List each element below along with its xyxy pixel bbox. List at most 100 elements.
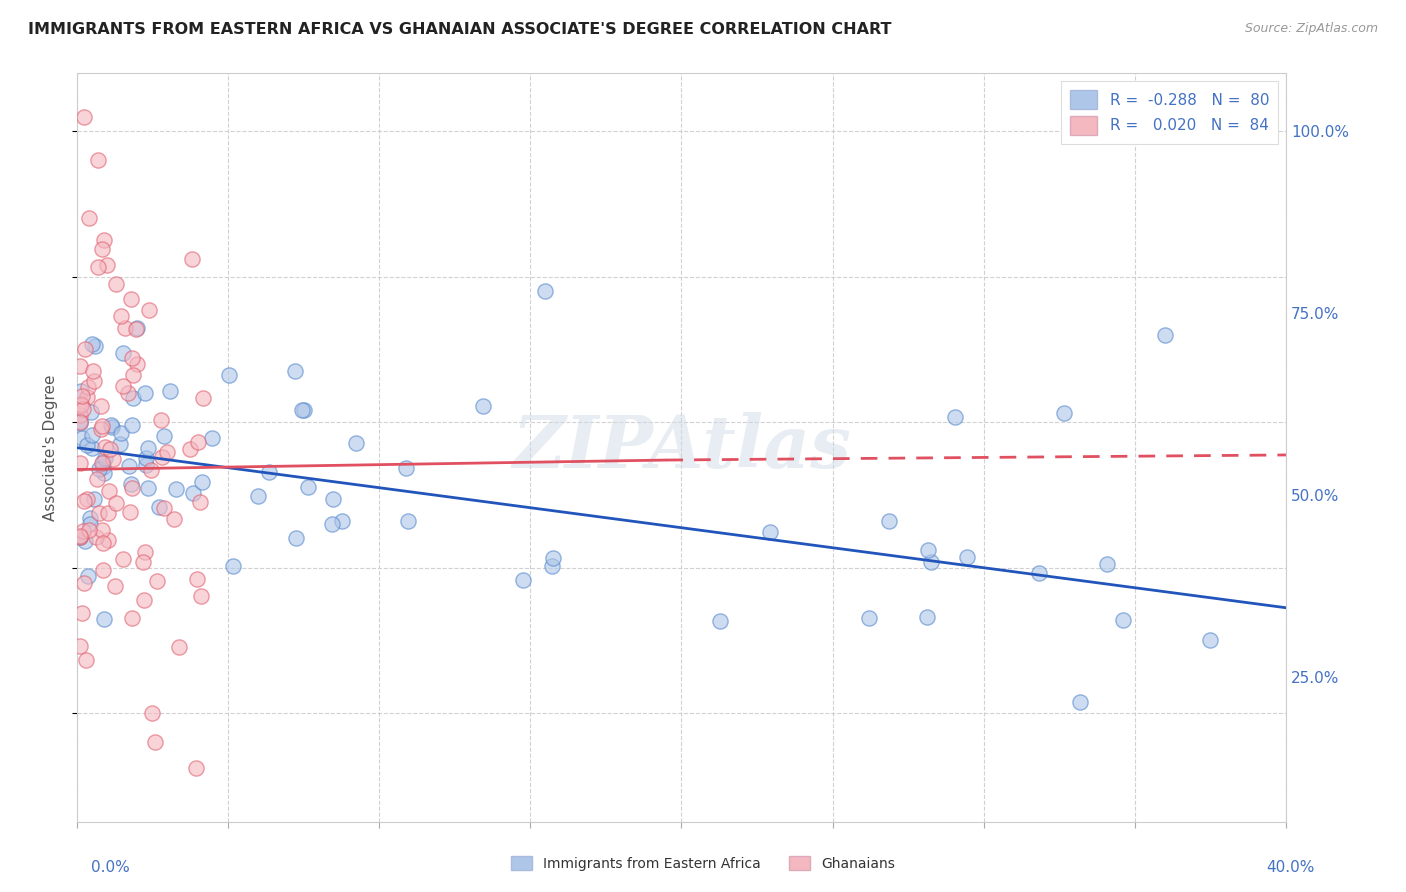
Point bbox=[86, 472, 108, 486]
Point bbox=[153, 429, 176, 443]
Point bbox=[69, 639, 91, 653]
Point bbox=[148, 500, 170, 515]
Text: ZIPAtlas: ZIPAtlas bbox=[512, 412, 851, 483]
Point bbox=[149, 413, 172, 427]
Point bbox=[1112, 613, 1135, 627]
Point bbox=[1069, 696, 1091, 710]
Point bbox=[111, 346, 134, 360]
Point bbox=[111, 378, 134, 392]
Point bbox=[117, 459, 139, 474]
Point bbox=[153, 501, 176, 516]
Point bbox=[120, 292, 142, 306]
Point bbox=[90, 242, 112, 256]
Point bbox=[1053, 406, 1076, 420]
Point bbox=[84, 530, 107, 544]
Point bbox=[321, 516, 343, 531]
Point bbox=[150, 450, 173, 464]
Point bbox=[155, 445, 177, 459]
Point bbox=[77, 568, 100, 582]
Point bbox=[134, 593, 156, 607]
Point bbox=[181, 486, 204, 500]
Point bbox=[330, 514, 353, 528]
Point bbox=[93, 233, 115, 247]
Point bbox=[90, 422, 112, 436]
Point bbox=[79, 517, 101, 532]
Point bbox=[105, 277, 128, 291]
Point bbox=[82, 336, 104, 351]
Point bbox=[70, 389, 93, 403]
Point bbox=[93, 612, 115, 626]
Point bbox=[89, 462, 111, 476]
Point bbox=[83, 375, 105, 389]
Point bbox=[135, 458, 157, 473]
Point bbox=[104, 579, 127, 593]
Point bbox=[218, 368, 240, 383]
Point bbox=[159, 384, 181, 398]
Point bbox=[91, 418, 114, 433]
Point bbox=[77, 211, 100, 226]
Point bbox=[110, 310, 132, 324]
Point bbox=[69, 409, 91, 423]
Point bbox=[471, 399, 494, 413]
Point bbox=[80, 442, 103, 456]
Point bbox=[1199, 633, 1222, 648]
Point bbox=[1154, 327, 1177, 342]
Point bbox=[284, 531, 307, 545]
Point bbox=[76, 491, 98, 506]
Point bbox=[79, 511, 101, 525]
Point bbox=[190, 475, 212, 489]
Point bbox=[82, 427, 104, 442]
Point bbox=[167, 640, 190, 654]
Point bbox=[122, 391, 145, 405]
Point bbox=[945, 409, 967, 424]
Point bbox=[165, 482, 187, 496]
Point bbox=[709, 614, 731, 628]
Point bbox=[132, 555, 155, 569]
Point bbox=[69, 529, 91, 543]
Point bbox=[134, 545, 156, 559]
Point bbox=[396, 514, 419, 528]
Point bbox=[512, 573, 534, 587]
Point bbox=[86, 260, 108, 275]
Point bbox=[112, 552, 135, 566]
Point bbox=[72, 524, 94, 538]
Point bbox=[70, 431, 93, 445]
Point bbox=[91, 460, 114, 475]
Point bbox=[322, 491, 344, 506]
Point bbox=[920, 555, 942, 569]
Point bbox=[138, 441, 160, 455]
Point bbox=[541, 551, 564, 566]
Point bbox=[73, 342, 96, 356]
Point bbox=[917, 543, 939, 558]
Point bbox=[127, 357, 149, 371]
Point bbox=[77, 380, 100, 394]
Point bbox=[103, 452, 125, 467]
Point bbox=[69, 530, 91, 544]
Point bbox=[121, 611, 143, 625]
Point bbox=[956, 550, 979, 565]
Point bbox=[118, 505, 141, 519]
Point bbox=[117, 386, 139, 401]
Point bbox=[1097, 557, 1119, 571]
Point bbox=[179, 442, 201, 456]
Point bbox=[292, 403, 315, 417]
Point bbox=[73, 533, 96, 548]
Point bbox=[100, 418, 122, 433]
Point bbox=[75, 653, 97, 667]
Point bbox=[94, 451, 117, 466]
Point bbox=[93, 467, 115, 481]
Point bbox=[69, 456, 91, 470]
Point bbox=[344, 435, 367, 450]
Point bbox=[70, 398, 93, 412]
Point bbox=[91, 455, 114, 469]
Point bbox=[91, 456, 114, 470]
Point bbox=[101, 420, 124, 434]
Point bbox=[145, 735, 167, 749]
Point bbox=[97, 484, 120, 499]
Point bbox=[76, 390, 98, 404]
Text: 0.0%: 0.0% bbox=[91, 860, 131, 874]
Point bbox=[141, 463, 163, 477]
Point bbox=[82, 364, 104, 378]
Point bbox=[97, 533, 120, 548]
Point bbox=[222, 559, 245, 574]
